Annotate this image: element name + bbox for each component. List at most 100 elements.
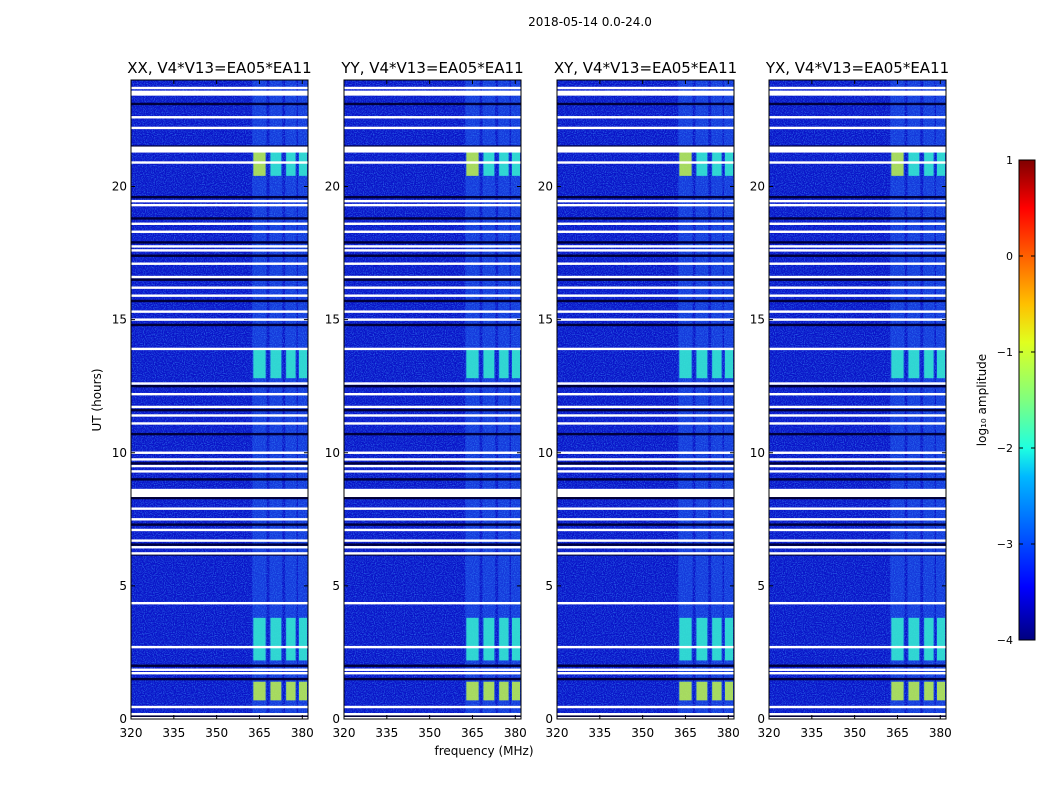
rfi-band bbox=[890, 80, 905, 719]
bright-block bbox=[499, 681, 509, 701]
flagged-row bbox=[769, 286, 946, 289]
flagged-row bbox=[769, 318, 946, 321]
flagged-row bbox=[344, 310, 521, 313]
flagged-row bbox=[769, 458, 946, 461]
bright-block bbox=[466, 617, 479, 661]
flagged-row bbox=[769, 126, 946, 130]
y-tick-label: 20 bbox=[750, 180, 765, 194]
bright-block bbox=[937, 681, 945, 701]
bright-block bbox=[299, 146, 307, 176]
flagged-row bbox=[557, 245, 734, 248]
flagged-row bbox=[557, 241, 734, 244]
flagged-row bbox=[131, 668, 308, 671]
bright-block bbox=[466, 146, 479, 176]
x-tick-label: 350 bbox=[843, 726, 866, 740]
flagged-row bbox=[131, 523, 308, 526]
flagged-row bbox=[557, 102, 734, 106]
flagged-row bbox=[131, 382, 308, 385]
bright-block bbox=[696, 348, 708, 379]
y-tick-label: 0 bbox=[119, 712, 127, 726]
x-tick-label: 335 bbox=[375, 726, 398, 740]
flagged-row bbox=[769, 464, 946, 468]
rfi-band bbox=[269, 80, 283, 719]
heatmap-panel-yy: YY, V4*V13=EA05*EA11 320 335 350 365 380 0 5 10 1… bbox=[325, 59, 527, 740]
flagged-row bbox=[769, 222, 946, 225]
x-tick-label: 365 bbox=[461, 726, 484, 740]
panel-frame bbox=[343, 79, 522, 720]
flagged-row bbox=[131, 222, 308, 225]
flagged-row bbox=[131, 713, 308, 716]
bright-block bbox=[499, 617, 509, 661]
flagged-row bbox=[344, 668, 521, 671]
flagged-row bbox=[131, 705, 308, 709]
flagged-row bbox=[557, 275, 734, 279]
x-tick-label: 380 bbox=[291, 726, 314, 740]
flagged-row bbox=[557, 230, 734, 233]
y-tick-label: 10 bbox=[112, 446, 127, 460]
flagged-row bbox=[344, 230, 521, 233]
flagged-row bbox=[344, 645, 521, 649]
flagged-row bbox=[769, 478, 946, 481]
flagged-row bbox=[131, 716, 308, 719]
bright-block bbox=[891, 348, 904, 379]
flagged-row bbox=[344, 552, 521, 555]
flagged-row bbox=[131, 539, 308, 542]
flagged-row bbox=[131, 161, 308, 164]
flagged-row bbox=[769, 490, 946, 498]
y-tick-label: 15 bbox=[538, 313, 553, 327]
flagged-row bbox=[131, 245, 308, 248]
x-tick-label: 380 bbox=[717, 726, 740, 740]
flagged-row bbox=[344, 392, 521, 396]
flagged-row bbox=[131, 458, 308, 461]
flagged-row bbox=[131, 294, 308, 297]
flagged-row bbox=[769, 668, 946, 671]
bright-block bbox=[679, 617, 692, 661]
rfi-band bbox=[465, 80, 480, 719]
flagged-row bbox=[344, 146, 521, 153]
bright-block bbox=[679, 681, 692, 701]
flagged-row bbox=[769, 664, 946, 667]
flagged-row bbox=[557, 382, 734, 385]
bright-block bbox=[499, 348, 509, 379]
flagged-row bbox=[344, 245, 521, 248]
flagged-row bbox=[344, 222, 521, 225]
x-tick-label: 335 bbox=[162, 726, 185, 740]
flagged-row bbox=[769, 677, 946, 681]
flagged-row bbox=[131, 490, 308, 498]
flagged-row bbox=[769, 347, 946, 351]
flagged-row bbox=[131, 462, 308, 465]
flagged-row bbox=[131, 116, 308, 119]
flagged-row bbox=[769, 705, 946, 709]
flagged-row bbox=[769, 523, 946, 526]
bright-block bbox=[924, 681, 934, 701]
flagged-row bbox=[344, 262, 521, 265]
flagged-row bbox=[769, 203, 946, 207]
bright-block bbox=[466, 348, 479, 379]
y-tick-label: 20 bbox=[112, 180, 127, 194]
bright-block bbox=[908, 348, 920, 379]
bright-block bbox=[725, 617, 733, 661]
flagged-row bbox=[769, 408, 946, 412]
flagged-row bbox=[557, 432, 734, 436]
flagged-row bbox=[769, 86, 946, 90]
bright-block bbox=[299, 348, 307, 379]
flagged-row bbox=[131, 507, 308, 510]
flagged-row bbox=[344, 664, 521, 667]
bright-block bbox=[499, 146, 509, 176]
flagged-row bbox=[131, 470, 308, 473]
flagged-row bbox=[769, 275, 946, 279]
y-tick-label: 10 bbox=[325, 446, 340, 460]
flagged-row bbox=[557, 462, 734, 465]
rfi-band bbox=[678, 80, 693, 719]
flagged-row bbox=[557, 672, 734, 675]
flagged-row bbox=[769, 713, 946, 716]
flagged-row bbox=[344, 714, 521, 718]
bright-block bbox=[253, 681, 266, 701]
flagged-row bbox=[344, 432, 521, 436]
x-tick-label: 365 bbox=[674, 726, 697, 740]
flagged-row bbox=[344, 414, 521, 417]
flagged-row bbox=[344, 705, 521, 709]
bright-block bbox=[483, 617, 495, 661]
y-tick-label: 20 bbox=[325, 180, 340, 194]
flagged-row bbox=[557, 528, 734, 532]
